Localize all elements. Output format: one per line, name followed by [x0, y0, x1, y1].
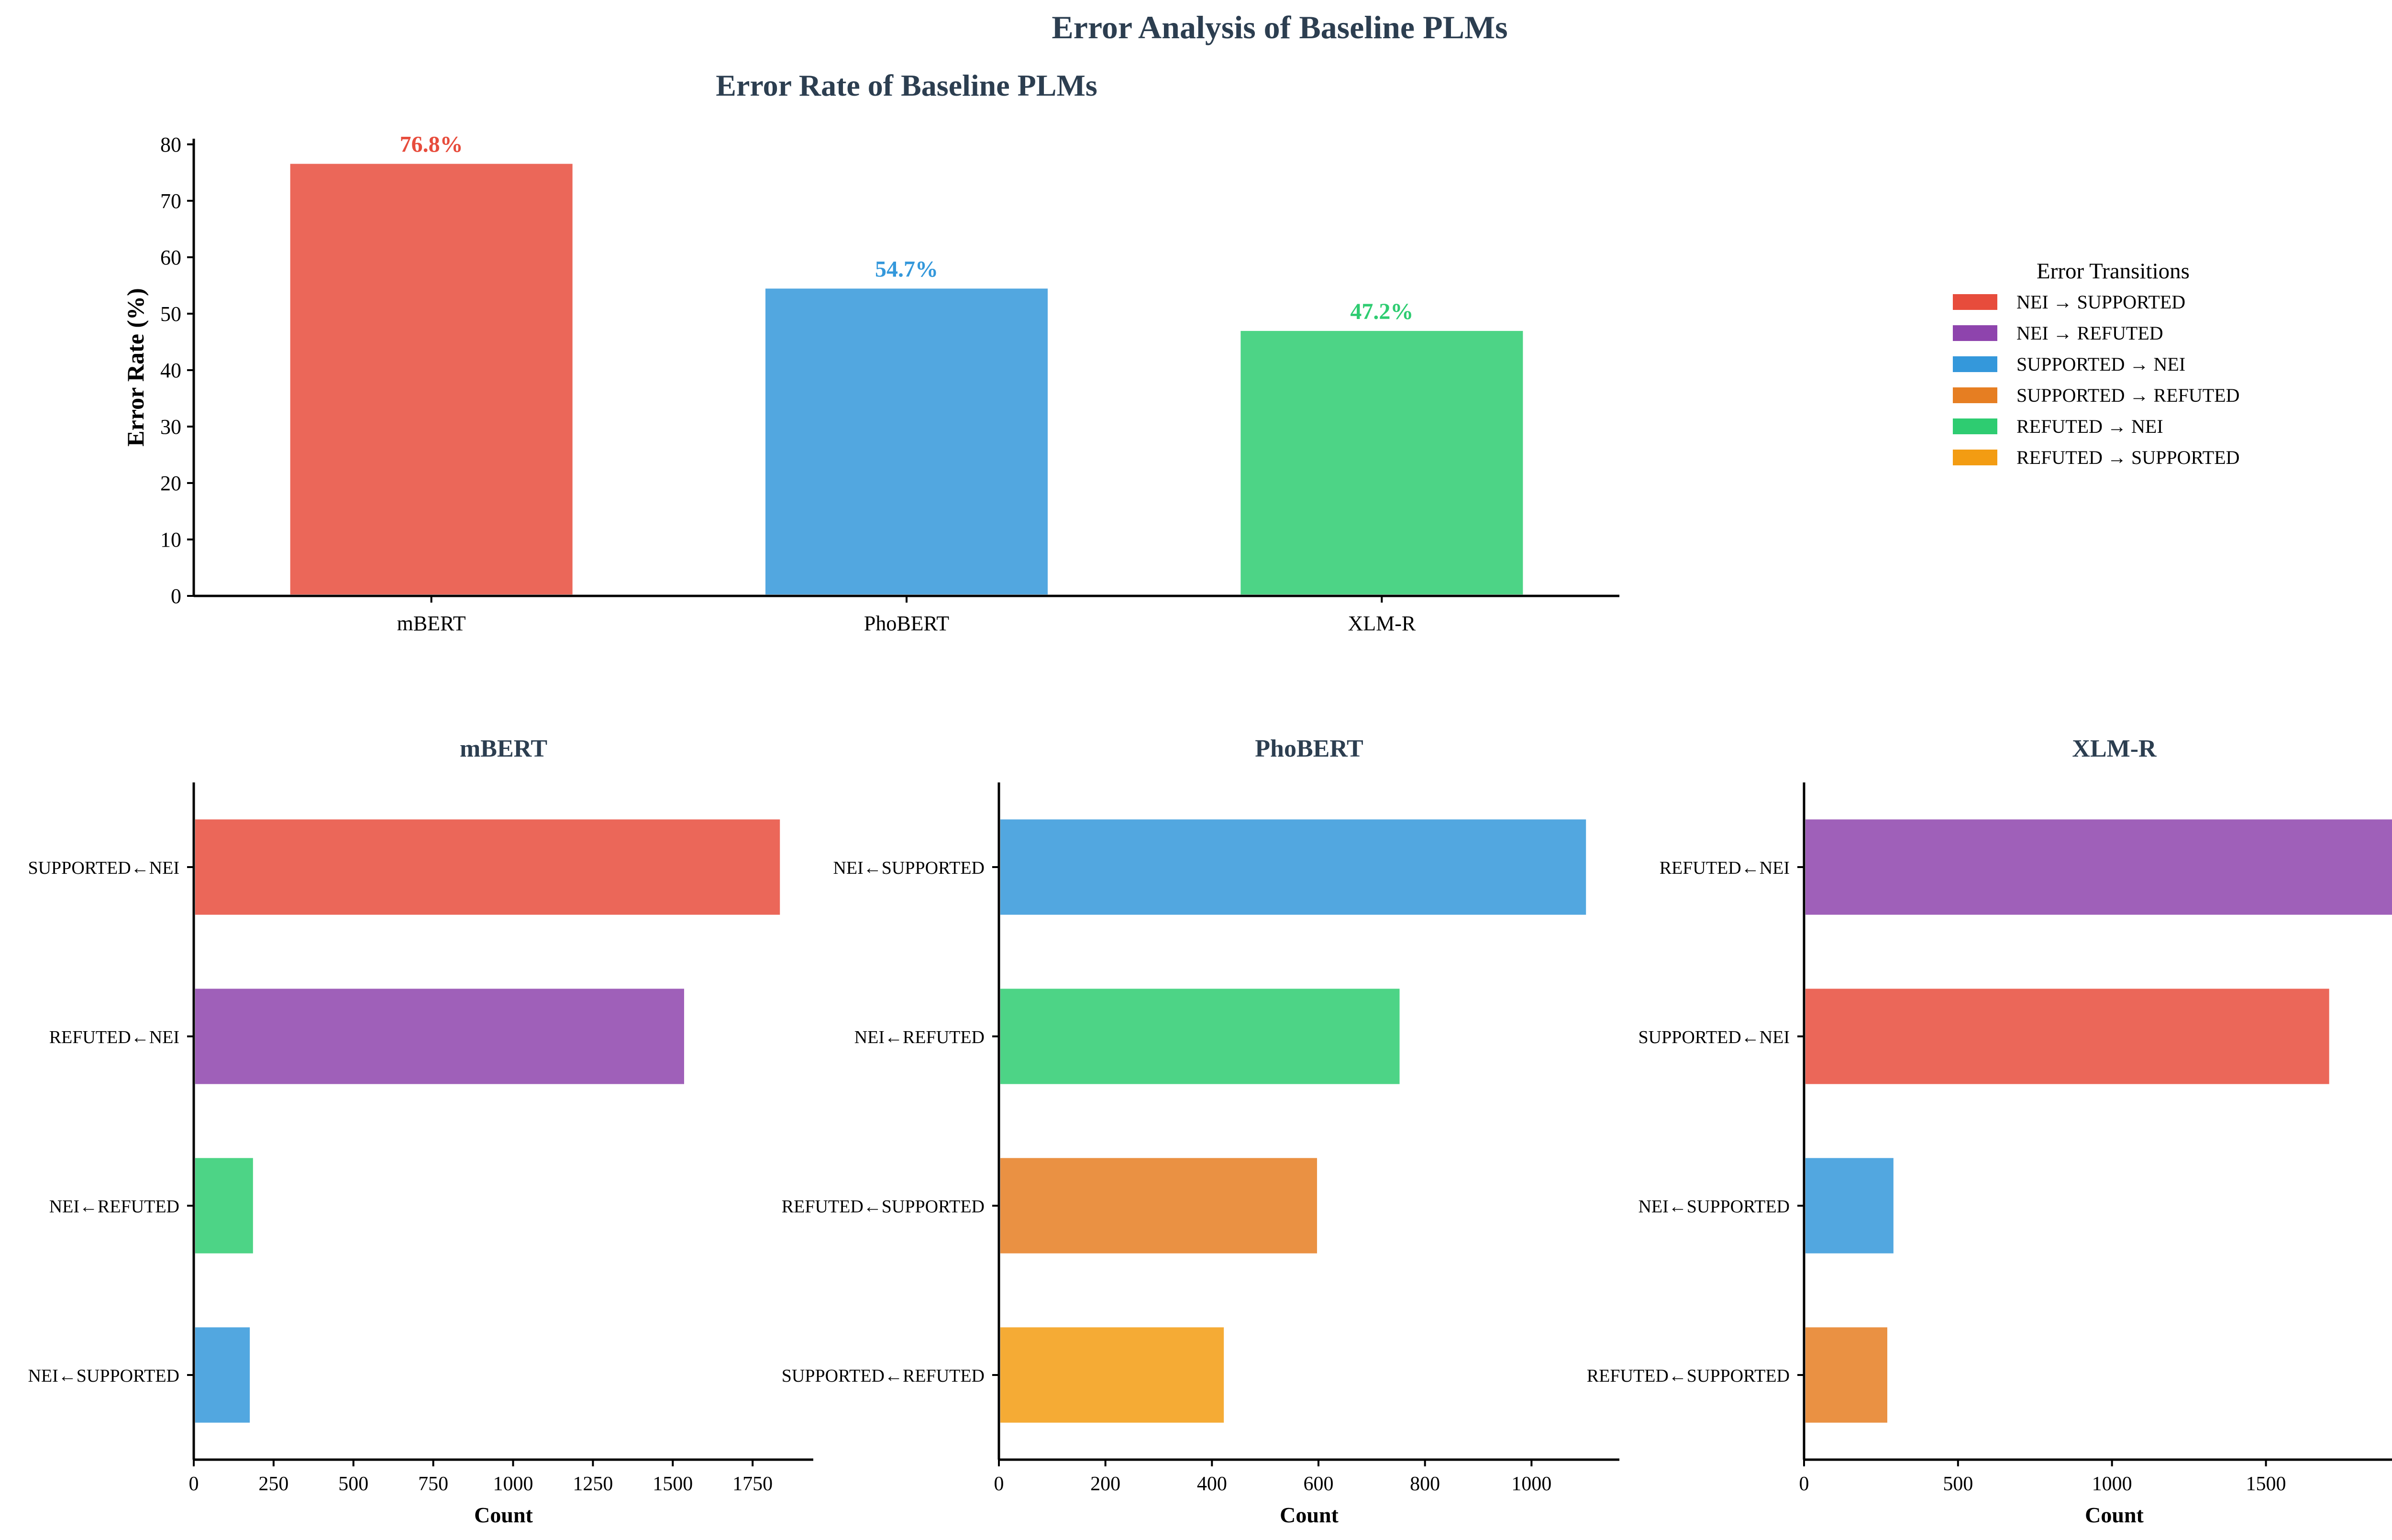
x-tick-label-mbert: mBERT	[397, 612, 466, 635]
legend-swatch-nei-to-supported	[1953, 294, 1997, 310]
bar-nei-to-supported	[1803, 1155, 1896, 1256]
value-label-phobert: 54.7%	[875, 256, 938, 282]
legend-swatch-nei-to-refuted	[1953, 325, 1997, 341]
y-tick-label-70: 70	[160, 189, 181, 213]
x-axis-label: Count	[474, 1503, 533, 1527]
y-tick-label-nei-to-supported: NEI←SUPPORTED	[833, 858, 985, 878]
legend-label-refuted-to-supported: REFUTED → SUPPORTED	[2016, 447, 2240, 468]
figure-title: Error Analysis of Baseline PLMs	[1052, 9, 1507, 45]
y-tick-label-nei-to-supported: NEI←SUPPORTED	[28, 1366, 179, 1386]
x-tick-label-phobert: PhoBERT	[864, 612, 949, 635]
x-tick-label-400: 400	[1197, 1473, 1227, 1495]
bar-mbert	[287, 161, 576, 597]
y-tick-label-supported-to-refuted: SUPPORTED←REFUTED	[782, 1366, 985, 1386]
bar-supported-to-nei	[1803, 986, 2332, 1087]
y-tick-label-supported-to-nei: SUPPORTED←NEI	[28, 858, 179, 878]
legend-label-supported-to-refuted: SUPPORTED → REFUTED	[2016, 385, 2240, 406]
value-label-xlm-r: 47.2%	[1350, 299, 1413, 324]
legend-title: Error Transitions	[2037, 259, 2190, 284]
subplot-title: mBERT	[460, 735, 547, 762]
x-tick-label-750: 750	[418, 1473, 448, 1495]
y-tick-label-nei-to-refuted: NEI←REFUTED	[854, 1027, 985, 1047]
x-tick-label-500: 500	[338, 1473, 368, 1495]
bar-refuted-to-supported	[997, 1155, 1320, 1256]
bar-supported-to-nei	[192, 816, 783, 918]
legend-label-nei-to-supported: NEI → SUPPORTED	[2016, 291, 2185, 313]
y-tick-label-supported-to-nei: SUPPORTED←NEI	[1638, 1027, 1790, 1047]
x-tick-label-200: 200	[1090, 1473, 1120, 1495]
y-tick-label-refuted-to-supported: REFUTED←SUPPORTED	[782, 1197, 985, 1217]
mbert-transitions-chart: mBERT SUPPORTED←NEI REFUTED←NEI NEI←REFUTED…	[28, 735, 813, 1527]
bar-nei-to-refuted	[997, 986, 1403, 1087]
legend-label-nei-to-refuted: NEI → REFUTED	[2016, 322, 2163, 344]
legend-swatch-refuted-to-nei	[1953, 418, 1997, 434]
y-tick-label-50: 50	[160, 302, 181, 326]
bar-refuted-to-nei	[192, 986, 687, 1087]
chart-title: Error Rate of Baseline PLMs	[716, 68, 1097, 102]
error-rate-chart: Error Rate of Baseline PLMs 76.8% mBERT 54.…	[122, 68, 1619, 635]
legend-swatch-refuted-to-supported	[1953, 450, 1997, 465]
value-label-mbert: 76.8%	[400, 132, 463, 157]
y-tick-label-10: 10	[160, 528, 181, 551]
y-tick-label-nei-to-refuted: NEI←REFUTED	[49, 1197, 179, 1217]
subplot-title: PhoBERT	[1255, 735, 1363, 762]
bar-xlm-r	[1238, 328, 1526, 597]
y-tick-label-30: 30	[160, 415, 181, 439]
x-axis-label: Count	[1280, 1503, 1339, 1527]
subplot-title: XLM-R	[2072, 735, 2157, 762]
y-tick-label-60: 60	[160, 246, 181, 269]
bar-nei-to-supported	[192, 1324, 253, 1426]
x-tick-label-1250: 1250	[573, 1473, 613, 1495]
bar-phobert	[763, 286, 1051, 597]
y-axis-label: Error Rate (%)	[122, 288, 149, 446]
x-tick-label-250: 250	[258, 1473, 288, 1495]
x-tick-label-1500: 1500	[2246, 1473, 2286, 1495]
legend-label-refuted-to-nei: REFUTED → NEI	[2016, 416, 2163, 437]
bar-refuted-to-nei	[1803, 816, 2392, 918]
y-tick-label-80: 80	[160, 133, 181, 156]
x-tick-label-0: 0	[189, 1473, 199, 1495]
y-tick-label-nei-to-supported: NEI←SUPPORTED	[1638, 1197, 1790, 1217]
x-tick-label-600: 600	[1303, 1473, 1333, 1495]
x-tick-label-0: 0	[1799, 1473, 1809, 1495]
bar-nei-to-refuted	[192, 1155, 256, 1256]
x-tick-label-1000: 1000	[493, 1473, 533, 1495]
legend-swatch-supported-to-refuted	[1953, 387, 1997, 403]
bar-nei-to-supported	[997, 816, 1589, 918]
phobert-transitions-chart: PhoBERT NEI←SUPPORTED NEI←REFUTED REFUTED←S…	[782, 735, 1619, 1527]
x-tick-label-1500: 1500	[653, 1473, 693, 1495]
bar-refuted-to-supported	[1803, 1324, 1891, 1426]
x-tick-label-800: 800	[1410, 1473, 1440, 1495]
legend: Error Transitions NEI → SUPPORTED NEI → RE…	[1953, 259, 2240, 468]
y-tick-label-refuted-to-supported: REFUTED←SUPPORTED	[1587, 1366, 1790, 1386]
xlmr-transitions-chart: XLM-R REFUTED←NEI SUPPORTED←NEI NEI←SUPPORT…	[1587, 735, 2392, 1527]
x-tick-label-1000: 1000	[2092, 1473, 2132, 1495]
y-tick-label-0: 0	[171, 584, 181, 608]
x-tick-label-xlm-r: XLM-R	[1348, 612, 1416, 635]
y-tick-label-20: 20	[160, 472, 181, 495]
x-tick-label-0: 0	[994, 1473, 1004, 1495]
legend-swatch-supported-to-nei	[1953, 356, 1997, 372]
y-tick-label-refuted-to-nei: REFUTED←NEI	[1660, 858, 1790, 878]
x-tick-label-1000: 1000	[1511, 1473, 1551, 1495]
x-tick-label-1750: 1750	[732, 1473, 773, 1495]
x-axis-label: Count	[2085, 1503, 2144, 1527]
bar-supported-to-refuted	[997, 1324, 1227, 1426]
y-tick-label-refuted-to-nei: REFUTED←NEI	[49, 1027, 179, 1047]
x-tick-label-500: 500	[1943, 1473, 1973, 1495]
y-tick-label-40: 40	[160, 359, 181, 382]
legend-label-supported-to-nei: SUPPORTED → NEI	[2016, 353, 2185, 375]
